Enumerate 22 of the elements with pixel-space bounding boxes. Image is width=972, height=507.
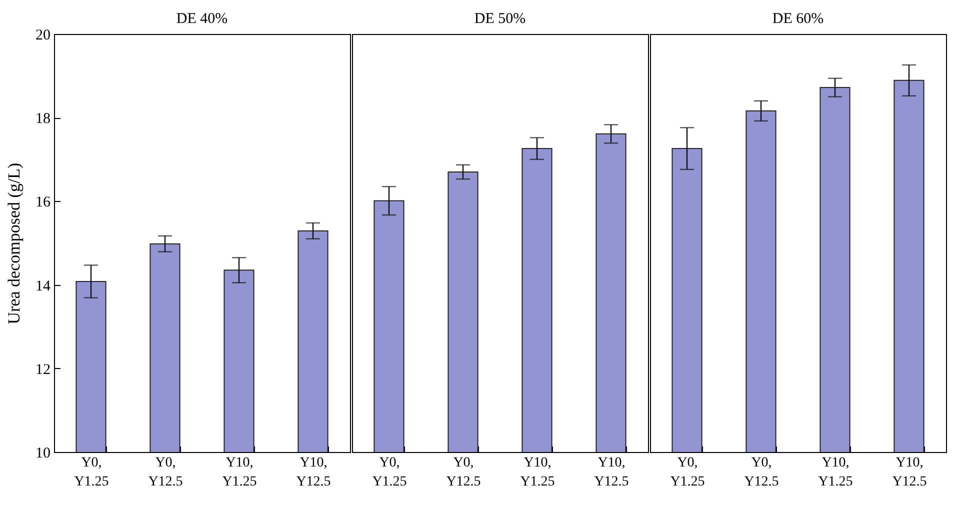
x-tick-label: Y10, Y1.25: [818, 456, 853, 490]
x-tick-label: Y10, Y12.5: [892, 456, 927, 490]
y-tick-label: 16: [36, 194, 51, 211]
x-tick-label: Y10, Y1.25: [222, 456, 257, 490]
y-tick-label: 10: [36, 446, 50, 462]
chart-title: DE 50%: [474, 11, 526, 27]
x-tick-label: Y0, Y1.25: [670, 456, 705, 490]
chart-title: DE 60%: [772, 11, 824, 27]
y-tick-label: 12: [36, 362, 50, 378]
y-tick-label: 18: [36, 111, 50, 128]
x-tick-label: Y0, Y12.5: [148, 456, 183, 490]
x-tick-label: Y0, Y12.5: [446, 456, 481, 490]
chart-title: DE 40%: [176, 11, 228, 27]
y-tick-label: 14: [36, 278, 51, 294]
x-tick-label: Y10, Y1.25: [520, 456, 555, 490]
y-axis-title: Urea decomposed (g/L): [4, 162, 24, 324]
x-tick-label: Y10, Y12.5: [594, 456, 629, 490]
x-tick-label: Y0, Y12.5: [744, 456, 779, 490]
y-tick-label: 20: [36, 28, 50, 44]
x-tick-label: Y10, Y12.5: [296, 456, 331, 490]
x-tick-label: Y0, Y1.25: [372, 456, 407, 490]
x-tick-label: Y0, Y1.25: [74, 456, 109, 490]
